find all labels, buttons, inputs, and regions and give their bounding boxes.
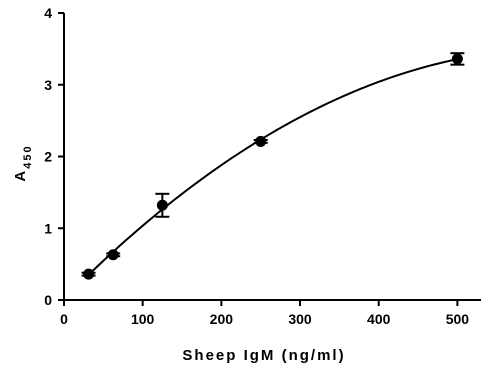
x-axis-ticks: 0 100 200 300 400 500 (60, 300, 469, 327)
x-tick-label: 100 (131, 311, 155, 327)
y-tick-label: 0 (44, 292, 52, 308)
data-point (255, 135, 267, 147)
x-tick-label: 500 (446, 311, 470, 327)
data-point (156, 199, 168, 211)
data-point (451, 53, 463, 65)
x-axis-title: Sheep IgM (ng/ml) (182, 347, 345, 364)
x-tick-label: 300 (288, 311, 312, 327)
x-tick-label: 400 (367, 311, 391, 327)
data-point (107, 249, 119, 261)
y-tick-label: 1 (44, 220, 52, 236)
y-tick-label: 4 (44, 5, 52, 21)
y-axis-title: A450 (12, 144, 34, 181)
y-tick-label: 2 (44, 149, 52, 165)
y-axis-ticks: 0 1 2 3 4 (44, 5, 64, 308)
data-points (83, 53, 463, 280)
error-bars (81, 52, 465, 277)
y-tick-label: 3 (44, 77, 52, 93)
y-axis-title-main: A (12, 169, 29, 182)
x-tick-label: 200 (210, 311, 234, 327)
y-axis-title-sub: 450 (22, 144, 34, 168)
fit-curve (87, 58, 458, 276)
data-point (83, 268, 95, 280)
x-tick-label: 0 (60, 311, 68, 327)
